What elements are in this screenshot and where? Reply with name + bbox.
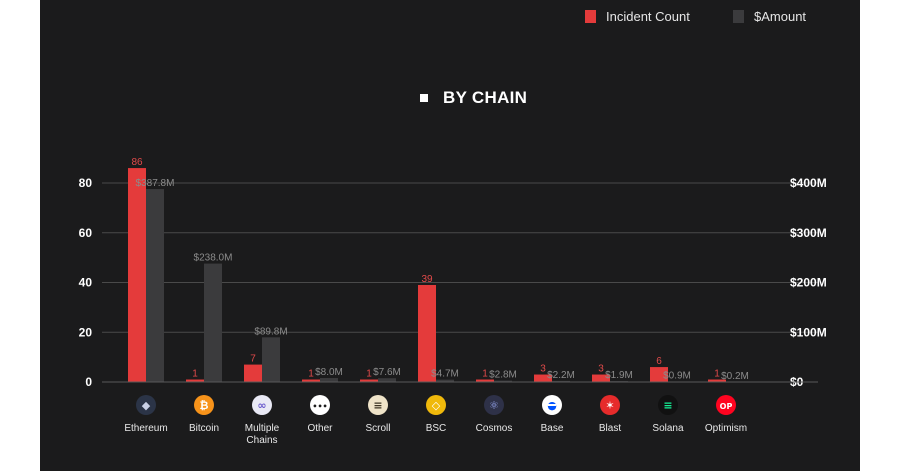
chart-title: BY CHAIN: [420, 88, 527, 108]
y-right-tick-label: $200M: [790, 276, 827, 290]
chart-title-text: BY CHAIN: [443, 88, 528, 107]
category-label: Optimism: [705, 423, 747, 434]
amount-bar: [494, 380, 512, 382]
amount-bar: [146, 189, 164, 382]
solana-icon-glyph: ≡: [663, 399, 672, 412]
amount-bar: [436, 379, 454, 382]
category-label: Scroll: [365, 423, 390, 434]
multiple-chains-icon-glyph: ∞: [257, 399, 266, 412]
chart-panel: Incident Count $Amount BY CHAIN 0 20 40 60 8…: [40, 0, 860, 471]
category-label: Ethereum: [124, 423, 167, 434]
base-icon-bar: [548, 404, 556, 406]
amount-data-label: $8.0M: [315, 367, 343, 378]
incident-bar: [244, 364, 262, 382]
y-right-tick-label: $300M: [790, 226, 827, 240]
optimism-icon-glyph: OP: [720, 402, 733, 411]
bsc-icon-glyph: ◇: [432, 399, 441, 412]
incident-bar: [302, 379, 320, 382]
amount-data-label: $89.8M: [254, 326, 287, 337]
legend-swatch-incident: [585, 10, 596, 23]
incident-data-label: 6: [656, 356, 662, 367]
incident-bar: [128, 168, 146, 382]
category-label: Base: [541, 423, 564, 434]
legend-label-amount: $Amount: [754, 9, 807, 24]
amount-bar: [320, 378, 338, 382]
incident-data-label: 1: [714, 369, 720, 380]
amount-bar: [262, 337, 280, 382]
category-label: Bitcoin: [189, 423, 219, 434]
category-label: BSC: [426, 423, 447, 434]
amount-data-label: $387.8M: [136, 178, 175, 189]
incident-data-label: 3: [598, 364, 604, 375]
category-label: Chains: [246, 435, 277, 446]
y-left-tick-label: 40: [79, 276, 93, 290]
incident-bar: [592, 374, 610, 382]
amount-data-label: $2.2M: [547, 370, 575, 381]
amount-bar: [378, 378, 396, 382]
amount-data-label: $4.7M: [431, 369, 459, 380]
bitcoin-icon: [194, 395, 214, 415]
y-left-tick-label: 0: [85, 375, 92, 389]
legend-incident-count: Incident Count: [585, 9, 690, 24]
y-right-tick-label: $400M: [790, 176, 827, 190]
bsc-icon: [426, 395, 446, 415]
bar-chart: 020406080$0$100M$200M$300M$400M86$387.8M…: [79, 157, 827, 446]
title-square-icon: [420, 94, 428, 102]
incident-bar: [360, 379, 378, 382]
legend-swatch-amount: [733, 10, 744, 23]
incident-bar: [650, 367, 668, 382]
category-label: Cosmos: [476, 423, 513, 434]
incident-data-label: 86: [131, 157, 143, 168]
other-icon: [310, 395, 330, 415]
amount-data-label: $0.9M: [663, 371, 691, 382]
incident-bar: [708, 379, 726, 382]
incident-data-label: 1: [308, 369, 314, 380]
legend-label-incident: Incident Count: [606, 9, 690, 24]
ethereum-icon-glyph: ◆: [142, 399, 151, 412]
amount-bar: [204, 263, 222, 382]
solana-icon: [658, 395, 678, 415]
cosmos-icon: [484, 395, 504, 415]
category-label: Solana: [652, 423, 684, 434]
amount-data-label: $238.0M: [194, 253, 233, 264]
legend-amount: $Amount: [733, 9, 806, 24]
incident-bar: [476, 379, 494, 382]
amount-data-label: $2.8M: [489, 370, 517, 381]
blast-icon-glyph: ✶: [605, 399, 614, 412]
bitcoin-icon-glyph: ₿: [200, 399, 209, 412]
incident-data-label: 7: [250, 354, 256, 365]
incident-bar: [418, 284, 436, 382]
cosmos-icon-glyph: ⚛: [489, 399, 499, 412]
incident-data-label: 39: [421, 274, 433, 285]
incident-data-label: 3: [540, 364, 546, 375]
y-left-tick-label: 80: [79, 176, 93, 190]
optimism-icon: [716, 395, 736, 415]
other-icon-glyph: •••: [312, 402, 327, 411]
category-label: Other: [307, 423, 333, 434]
category-label: Multiple: [245, 423, 280, 434]
multiple-chains-icon: [252, 395, 272, 415]
scroll-icon: [368, 395, 388, 415]
amount-data-label: $0.2M: [721, 371, 749, 382]
amount-bar: [552, 380, 570, 382]
incident-bar: [534, 374, 552, 382]
amount-data-label: $7.6M: [373, 367, 401, 378]
y-left-tick-label: 60: [79, 226, 93, 240]
y-right-tick-label: $100M: [790, 325, 827, 339]
y-left-tick-label: 20: [79, 325, 93, 339]
incident-data-label: 1: [482, 369, 488, 380]
category-label: Blast: [599, 423, 621, 434]
incident-data-label: 1: [366, 369, 372, 380]
blast-icon: [600, 395, 620, 415]
incident-data-label: 1: [192, 369, 198, 380]
ethereum-icon: [136, 395, 156, 415]
amount-data-label: $1.9M: [605, 370, 633, 381]
scroll-icon-glyph: ≡: [373, 399, 382, 412]
incident-bar: [186, 379, 204, 382]
